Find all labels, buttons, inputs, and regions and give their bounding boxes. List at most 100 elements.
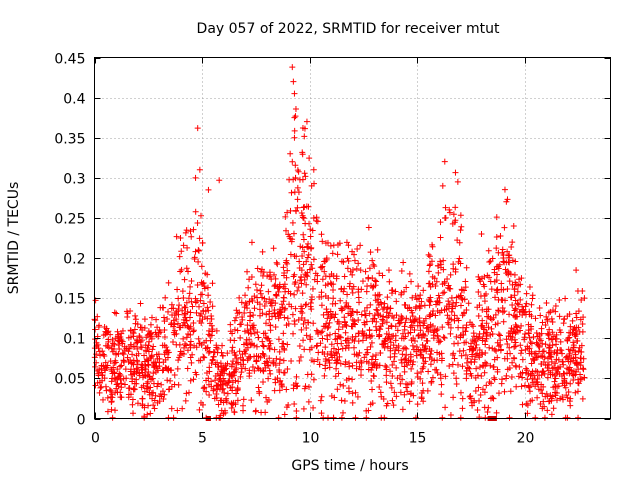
data-point xyxy=(133,376,140,383)
data-point xyxy=(463,306,470,313)
data-point xyxy=(270,357,277,364)
data-point xyxy=(526,283,533,290)
data-point xyxy=(526,388,533,395)
data-point xyxy=(427,361,434,368)
data-point xyxy=(319,276,326,283)
data-point xyxy=(458,352,465,359)
data-point xyxy=(435,269,442,276)
data-point xyxy=(414,322,421,329)
data-point xyxy=(165,414,172,421)
data-point xyxy=(519,374,526,381)
data-point xyxy=(354,309,361,316)
data-point xyxy=(439,290,446,297)
data-point xyxy=(342,329,349,336)
data-point xyxy=(529,397,536,404)
data-point xyxy=(213,344,220,351)
data-point xyxy=(405,330,412,337)
data-point xyxy=(152,329,159,336)
data-point xyxy=(499,309,506,316)
data-point xyxy=(365,224,372,231)
data-point xyxy=(147,410,154,417)
data-point xyxy=(109,414,116,421)
data-point xyxy=(401,368,408,375)
data-point xyxy=(224,350,231,357)
data-point xyxy=(446,206,453,213)
data-point xyxy=(558,372,565,379)
data-point xyxy=(455,293,462,300)
data-point xyxy=(219,352,226,359)
data-point xyxy=(335,346,342,353)
data-point xyxy=(203,388,210,395)
data-point xyxy=(388,287,395,294)
data-point xyxy=(237,373,244,380)
data-point xyxy=(540,368,547,375)
data-point xyxy=(455,324,462,331)
data-point xyxy=(253,358,260,365)
data-point xyxy=(179,307,186,314)
axis-ticks: 0 0.05 0.1 0.15 0.2 0.25 0.3 0.35 0.4 0.45 0 5 10 15 2… xyxy=(54,52,611,447)
data-point xyxy=(200,353,207,360)
data-point xyxy=(397,372,404,379)
data-point xyxy=(330,286,337,293)
data-point xyxy=(572,333,579,340)
data-point xyxy=(477,391,484,398)
data-point xyxy=(573,314,580,321)
data-point xyxy=(373,318,380,325)
data-point xyxy=(478,230,485,237)
x-tick-label: 0 xyxy=(91,431,100,447)
data-point xyxy=(487,362,494,369)
data-point xyxy=(326,364,333,371)
data-point xyxy=(141,388,148,395)
data-point xyxy=(441,289,448,296)
data-point xyxy=(372,292,379,299)
data-point xyxy=(345,344,352,351)
data-point xyxy=(280,294,287,301)
data-point xyxy=(346,388,353,395)
data-point xyxy=(383,309,390,316)
data-point xyxy=(570,357,577,364)
data-point xyxy=(208,378,215,385)
data-point xyxy=(503,270,510,277)
data-point xyxy=(178,248,185,255)
data-point xyxy=(103,387,110,394)
data-point xyxy=(525,321,532,328)
data-point xyxy=(432,366,439,373)
data-point xyxy=(325,295,332,302)
data-point xyxy=(323,306,330,313)
data-point xyxy=(191,255,198,262)
data-point xyxy=(519,356,526,363)
data-point xyxy=(512,306,519,313)
data-point xyxy=(302,173,309,180)
data-point xyxy=(476,364,483,371)
data-point xyxy=(219,386,226,393)
data-point xyxy=(92,326,99,333)
data-point xyxy=(299,214,306,221)
data-point xyxy=(413,343,420,350)
data-point xyxy=(492,311,499,318)
data-point xyxy=(517,350,524,357)
data-point xyxy=(545,350,552,357)
data-point xyxy=(105,336,112,343)
data-point xyxy=(385,335,392,342)
data-point xyxy=(111,375,118,382)
data-point xyxy=(340,259,347,266)
data-point xyxy=(158,381,165,388)
data-point xyxy=(388,384,395,391)
data-point xyxy=(416,302,423,309)
data-point xyxy=(383,379,390,386)
data-point xyxy=(467,343,474,350)
y-tick-label: 0.35 xyxy=(54,132,85,148)
data-point xyxy=(194,125,201,132)
data-point xyxy=(203,370,210,377)
data-point xyxy=(138,366,145,373)
data-point xyxy=(127,391,134,398)
data-point xyxy=(291,317,298,324)
data-point xyxy=(389,372,396,379)
data-point xyxy=(483,320,490,327)
data-point xyxy=(262,409,269,416)
data-point xyxy=(479,306,486,313)
data-point xyxy=(257,312,264,319)
data-point xyxy=(137,300,144,307)
data-point xyxy=(307,226,314,233)
data-point xyxy=(155,333,162,340)
